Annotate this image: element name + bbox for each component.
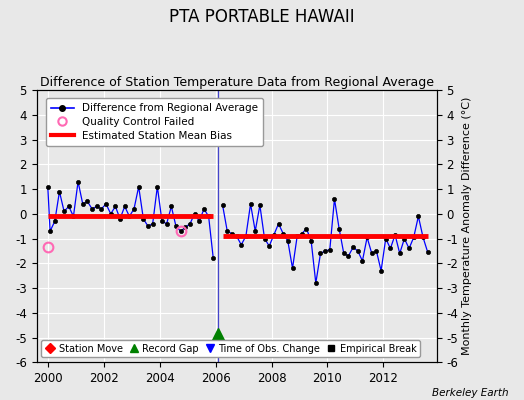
Text: Berkeley Earth: Berkeley Earth [432, 388, 508, 398]
Legend: Station Move, Record Gap, Time of Obs. Change, Empirical Break: Station Move, Record Gap, Time of Obs. C… [41, 340, 420, 358]
Y-axis label: Monthly Temperature Anomaly Difference (°C): Monthly Temperature Anomaly Difference (… [462, 97, 472, 356]
Text: PTA PORTABLE HAWAII: PTA PORTABLE HAWAII [169, 8, 355, 26]
Title: Difference of Station Temperature Data from Regional Average: Difference of Station Temperature Data f… [40, 76, 433, 89]
